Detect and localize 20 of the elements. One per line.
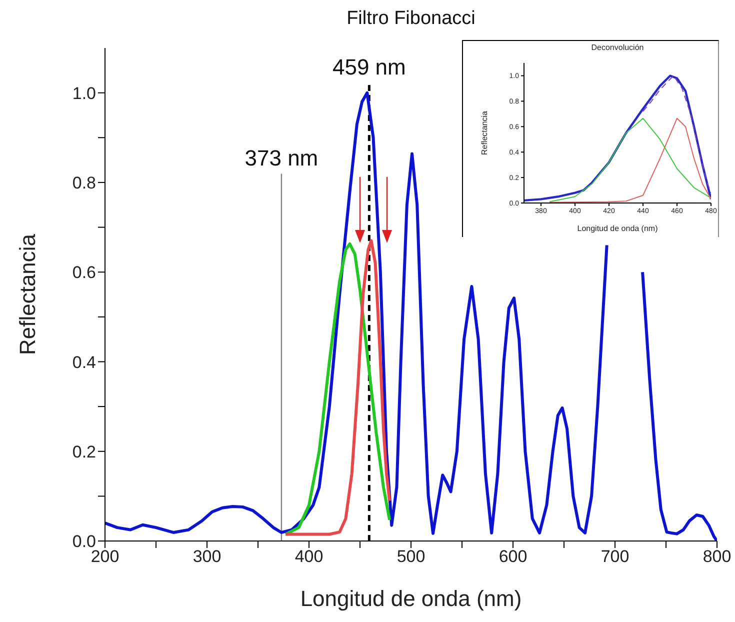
y-tick-label: 0.6 (72, 263, 96, 282)
y-tick-label: 1.0 (72, 84, 96, 103)
x-tick-label: 300 (192, 547, 222, 566)
x-axis-title: Longitud de onda (nm) (300, 586, 522, 611)
ref-line-label: 459 nm (332, 54, 406, 80)
line-series (642, 75, 711, 194)
x-tick-label: 700 (600, 547, 630, 566)
y-tick-label: 0.2 (72, 442, 96, 462)
x-tick-label: 500 (396, 547, 426, 566)
y-axis-title: Reflectancia (480, 110, 489, 156)
x-tick-label: 600 (498, 547, 528, 566)
x-axis-title: Longitud de onda (nm) (577, 224, 658, 233)
y-tick-label: 0.8 (72, 173, 96, 192)
x-tick-label: 400 (294, 547, 324, 566)
y-tick-label: 0.4 (72, 352, 96, 372)
y-axis-title: Reflectancia (14, 233, 40, 356)
chart-title: Deconvolución (590, 43, 645, 52)
chart-title: Filtro Fibonacci (346, 8, 476, 30)
ref-line-label: 373 nm (244, 146, 318, 171)
x-tick-label: 800 (702, 547, 732, 566)
